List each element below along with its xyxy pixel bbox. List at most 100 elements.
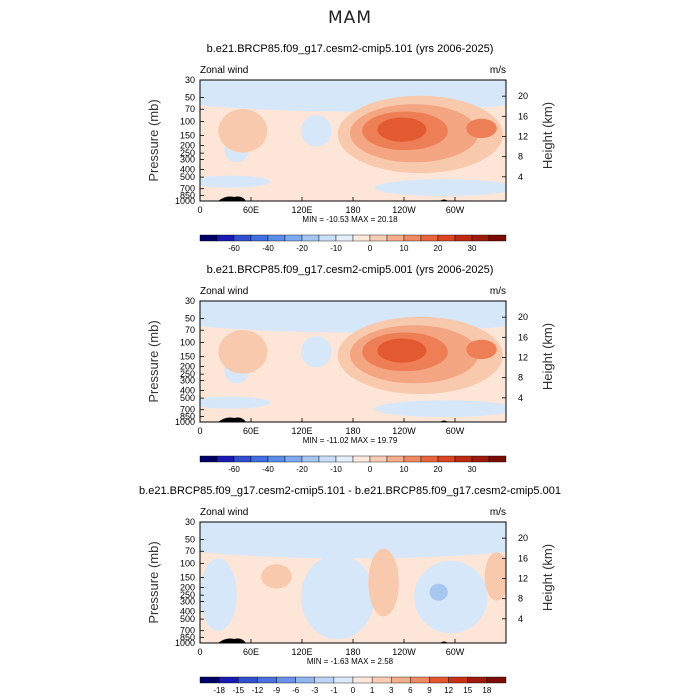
contour-neg1-low-1 <box>374 400 506 418</box>
y-right-tick-label: 20 <box>518 91 528 101</box>
terrain-africa <box>218 638 246 643</box>
y-tick-label: 700 <box>180 184 195 194</box>
colorbar-swatch <box>391 676 411 684</box>
y-tick-label: 1000 <box>175 417 195 427</box>
x-tick-label: 60W <box>446 426 465 436</box>
y-right-tick-label: 4 <box>518 393 523 403</box>
colorbar-label: 0 <box>351 686 356 695</box>
colorbar-swatch <box>333 676 354 684</box>
colorbar-label: 15 <box>463 686 472 695</box>
contour-pos2-b <box>368 548 399 617</box>
x-tick-label: 120E <box>291 205 312 215</box>
y-tick-label: 1000 <box>175 638 195 648</box>
colorbar-swatch <box>471 234 490 242</box>
colorbar-swatch <box>448 676 468 684</box>
colorbar-swatch <box>486 676 507 684</box>
colorbar-swatch <box>437 455 456 463</box>
contour-pos4-side <box>466 118 497 139</box>
y-tick-label: 150 <box>180 131 195 141</box>
y-tick-label: 850 <box>180 190 195 200</box>
colorbar-label: 12 <box>444 686 453 695</box>
terrain-africa <box>218 417 246 422</box>
colorbar-swatch <box>403 455 422 463</box>
colorbar-label: 20 <box>434 244 443 253</box>
y-right-tick-label: 20 <box>518 533 528 543</box>
y-right-tick-label: 16 <box>518 111 528 121</box>
panel-title: b.e21.BRCP85.f09_g17.cesm2-cmip5.001 (yr… <box>207 264 494 276</box>
colorbar-swatch <box>352 234 371 242</box>
contour-field <box>200 80 506 201</box>
y-right-tick-label: 12 <box>518 574 528 584</box>
colorbar-swatch <box>420 455 439 463</box>
colorbar-swatch <box>199 676 220 684</box>
colorbar-swatch <box>429 676 449 684</box>
colorbar-swatch <box>386 234 405 242</box>
x-tick-label: 60W <box>446 205 465 215</box>
y-tick-label: 500 <box>180 614 195 624</box>
colorbar-label: 30 <box>468 244 477 253</box>
colorbar-swatch <box>238 676 258 684</box>
y-tick-label: 400 <box>180 385 195 395</box>
colorbar-label: 3 <box>389 686 394 695</box>
y-tick-label: 700 <box>180 405 195 415</box>
y-tick-label: 30 <box>185 75 195 85</box>
colorbar-swatch <box>369 455 388 463</box>
y-right-tick-label: 8 <box>518 152 523 162</box>
contour-neg1-low-2 <box>200 175 271 188</box>
colorbar: -60 -40 -20 -10 0 10 20 30 <box>199 455 507 474</box>
colorbar-swatch <box>437 234 456 242</box>
colorbar-swatch <box>199 234 218 242</box>
colorbar: -60 -40 -20 -10 0 10 20 30 <box>199 234 507 253</box>
x-tick-label: 0 <box>197 205 202 215</box>
colorbar-label: 20 <box>434 465 443 474</box>
contour-neg1-west <box>200 558 237 631</box>
y-right-tick-label: 16 <box>518 332 528 342</box>
y-tick-label: 70 <box>185 104 195 114</box>
terrain-africa <box>218 196 246 201</box>
colorbar-label: -40 <box>262 465 274 474</box>
corner-label-right: m/s <box>490 507 506 518</box>
corner-label-left: Zonal wind <box>200 286 248 297</box>
y-right-tick-label: 16 <box>518 553 528 563</box>
colorbar-swatch <box>314 676 335 684</box>
y-axis-label: Pressure (mb) <box>146 320 161 402</box>
contour-pos5-max <box>377 338 427 363</box>
contour-neg1-pocket-1 <box>300 336 332 368</box>
colorbar-swatch <box>488 455 507 463</box>
y-tick-label: 50 <box>185 314 195 324</box>
y-tick-label: 850 <box>180 632 195 642</box>
x-tick-label: 60E <box>243 426 259 436</box>
colorbar: -18 -15 -12 -9 -6 -3 -1 0 1 3 6 9 12 15 18 <box>199 676 507 695</box>
y-tick-label: 500 <box>180 172 195 182</box>
colorbar-swatch <box>233 455 252 463</box>
y-tick-label: 150 <box>180 352 195 362</box>
corner-label-left: Zonal wind <box>200 65 248 76</box>
colorbar-label: -60 <box>228 244 240 253</box>
colorbar-label: -12 <box>252 686 264 695</box>
colorbar-swatch <box>471 455 490 463</box>
y-tick-label: 100 <box>180 117 195 127</box>
colorbar-label: -18 <box>213 686 225 695</box>
colorbar-swatch <box>386 455 405 463</box>
colorbar-swatch <box>284 455 303 463</box>
colorbar-swatch <box>301 234 320 242</box>
colorbar-swatch <box>257 676 277 684</box>
colorbar-swatch <box>250 234 269 242</box>
y-tick-label: 1000 <box>175 196 195 206</box>
corner-label-right: m/s <box>490 65 506 76</box>
colorbar-swatch <box>335 455 354 463</box>
contour-field <box>200 301 506 422</box>
y-tick-label: 30 <box>185 296 195 306</box>
x-tick-label: 0 <box>197 426 202 436</box>
x-tick-label: 120E <box>291 647 312 657</box>
y-tick-label: 400 <box>180 164 195 174</box>
y-axis-label-right: Height (km) <box>540 323 555 390</box>
x-tick-label: 120W <box>392 426 416 436</box>
contour-pos4-side <box>466 339 497 360</box>
contour-pos2-a <box>261 564 292 589</box>
x-tick-label: 120E <box>291 426 312 436</box>
y-tick-label: 200 <box>180 582 195 592</box>
colorbar-label: -6 <box>292 686 300 695</box>
y-axis-label: Pressure (mb) <box>146 99 161 181</box>
contour-neg1-east <box>414 560 488 634</box>
